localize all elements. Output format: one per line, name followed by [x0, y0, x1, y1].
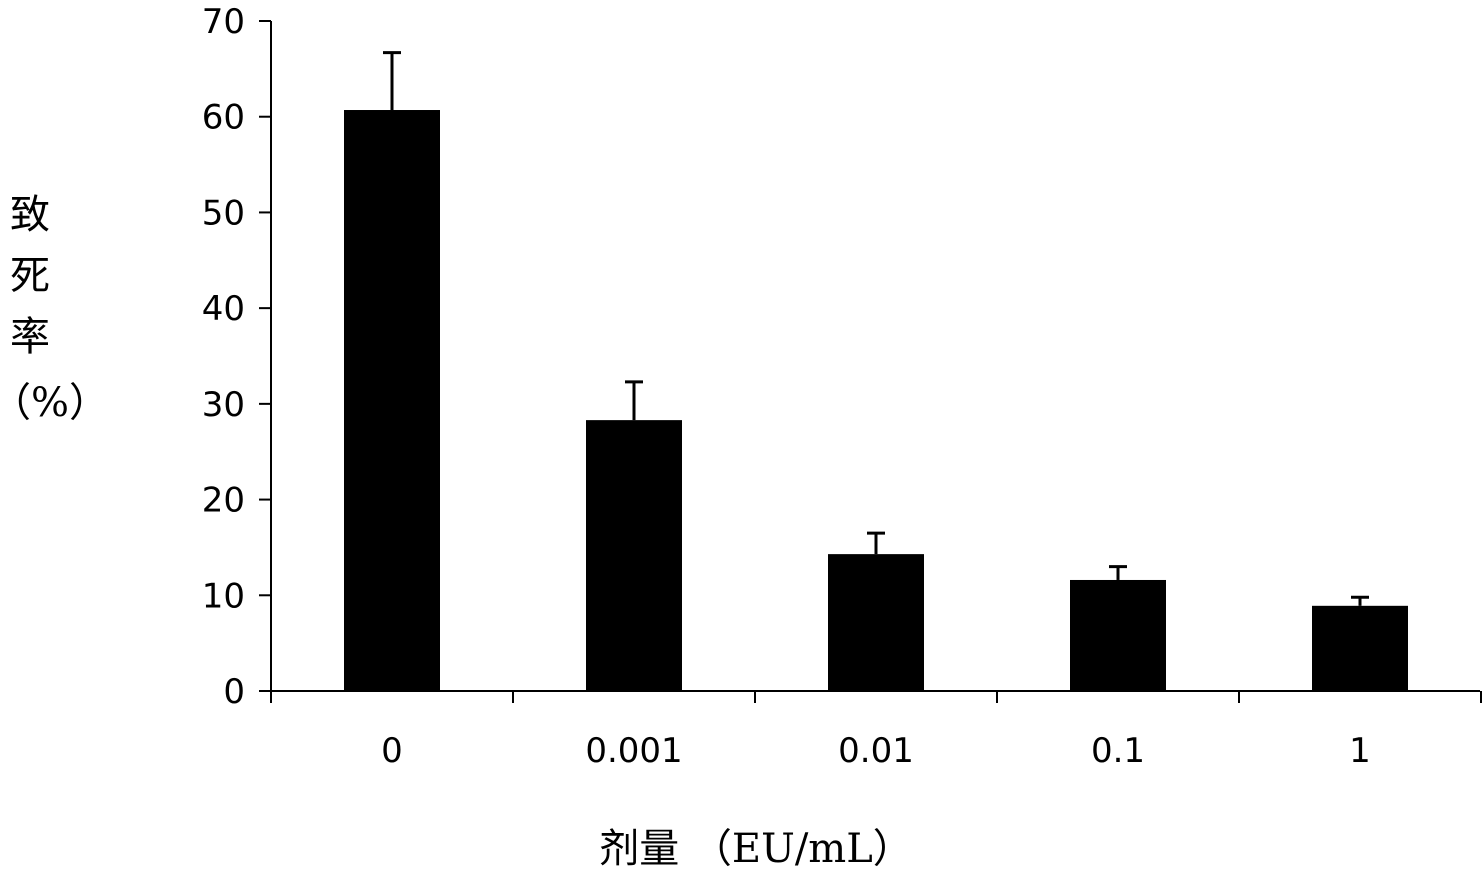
error-bars	[383, 51, 1369, 606]
x-axis-label: 剂量 （EU/mL）	[599, 826, 913, 872]
y-axis-label-line: 致	[10, 192, 50, 238]
y-axis-label-line: 死	[10, 253, 50, 299]
bar	[1312, 605, 1408, 691]
x-tick-label: 0	[381, 731, 403, 771]
x-tick-label: 0.1	[1091, 731, 1145, 771]
x-tick-label: 0.01	[838, 731, 914, 771]
bar	[828, 554, 924, 691]
y-axis: 0 10 20 30 40 50 60 70	[202, 2, 272, 712]
x-axis: 0 0.001 0.01 0.1 1	[270, 690, 1482, 771]
y-tick-label: 30	[202, 385, 245, 425]
y-tick-label: 0	[223, 672, 245, 712]
bars	[344, 110, 1408, 691]
bar	[344, 110, 440, 691]
y-tick-label: 60	[202, 98, 245, 138]
y-tick-label: 40	[202, 289, 245, 329]
x-tick-label: 0.001	[585, 731, 682, 771]
x-tick-label: 1	[1349, 731, 1371, 771]
y-tick-label: 20	[202, 481, 245, 521]
y-tick-label: 50	[202, 193, 245, 233]
bar	[1070, 579, 1166, 691]
y-tick-label: 70	[202, 2, 245, 42]
y-axis-label: 致死率 （%）	[0, 192, 109, 426]
y-axis-label-line: 率	[10, 314, 50, 360]
bar	[586, 420, 682, 691]
y-tick-label: 10	[202, 576, 245, 616]
y-axis-label-line: （%）	[0, 380, 109, 426]
